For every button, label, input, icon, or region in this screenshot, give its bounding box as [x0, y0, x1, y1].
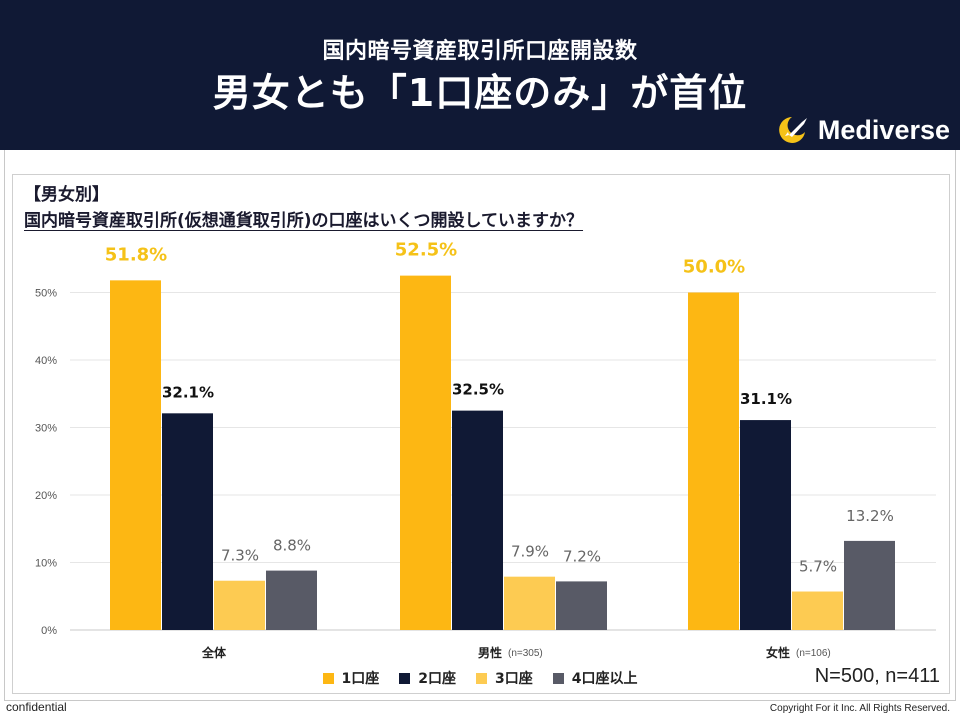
confidential-label: confidential — [6, 700, 67, 714]
data-label: 52.5% — [395, 240, 457, 261]
data-label: 31.1% — [740, 390, 792, 408]
category-label: 男性 — [478, 645, 502, 660]
question-text: 国内暗号資産取引所(仮想通貨取引所)の口座はいくつ開設していますか？ — [24, 211, 584, 231]
y-tick-label: 10% — [35, 558, 57, 570]
y-tick-label: 50% — [35, 288, 57, 300]
chart-legend: 1口座 2口座 3口座 4口座以上 — [0, 668, 960, 688]
data-label: 51.8% — [105, 244, 167, 265]
bar — [400, 275, 451, 630]
legend-swatch — [399, 672, 411, 684]
data-label: 7.3% — [221, 547, 259, 565]
copyright-text: Copyright For it Inc. All Rights Reserve… — [769, 703, 950, 714]
bar — [688, 292, 739, 630]
bar — [844, 540, 895, 630]
data-label: 8.8% — [273, 537, 311, 555]
sample-size: N=500, n=411 — [814, 665, 940, 687]
bar — [452, 410, 503, 630]
category-label: 全体 — [201, 645, 227, 660]
section-label: 【男女別】 — [24, 185, 109, 205]
data-label: 7.9% — [511, 543, 549, 561]
legend-swatch — [476, 672, 487, 684]
bar — [266, 570, 317, 630]
data-label: 50.0% — [683, 257, 745, 278]
bar — [162, 413, 213, 630]
legend-label: 2口座 — [418, 671, 456, 687]
rocket-moon-icon — [779, 117, 807, 143]
legend-swatch — [552, 672, 564, 684]
data-label: 32.1% — [162, 383, 214, 401]
legend-item: 1口座 — [322, 668, 380, 688]
legend-item: 3口座 — [476, 668, 533, 688]
category-note: (n=106) — [796, 648, 831, 659]
bar — [504, 576, 555, 630]
y-tick-label: 40% — [35, 355, 57, 367]
data-label: 13.2% — [846, 507, 894, 525]
legend-label: 4口座以上 — [571, 671, 638, 687]
category-label: 女性 — [766, 645, 790, 660]
data-label: 7.2% — [563, 547, 601, 565]
header-banner: 国内暗号資産取引所口座開設数 男女とも「1口座のみ」が首位 Mediverse — [0, 0, 960, 150]
header-subtitle: 国内暗号資産取引所口座開設数 — [322, 39, 638, 64]
y-tick-label: 0% — [41, 625, 57, 637]
category-note: (n=305) — [508, 648, 543, 659]
bar — [740, 420, 791, 630]
brand-name: Mediverse — [817, 114, 950, 145]
data-label: 5.7% — [799, 558, 837, 576]
legend-item: 2口座 — [399, 668, 456, 688]
legend-label: 3口座 — [495, 671, 533, 687]
y-tick-label: 30% — [35, 423, 57, 435]
data-label: 32.5% — [452, 381, 504, 399]
y-tick-label: 20% — [35, 490, 57, 502]
legend-swatch — [322, 672, 334, 684]
header-title: 男女とも「1口座のみ」が首位 — [212, 71, 748, 115]
legend-label: 1口座 — [341, 671, 380, 687]
bar — [110, 280, 161, 630]
bar — [792, 591, 843, 630]
bar — [214, 580, 265, 630]
legend-item: 4口座以上 — [552, 668, 638, 688]
brand-logo: Mediverse — [776, 112, 950, 148]
bar — [556, 581, 607, 630]
